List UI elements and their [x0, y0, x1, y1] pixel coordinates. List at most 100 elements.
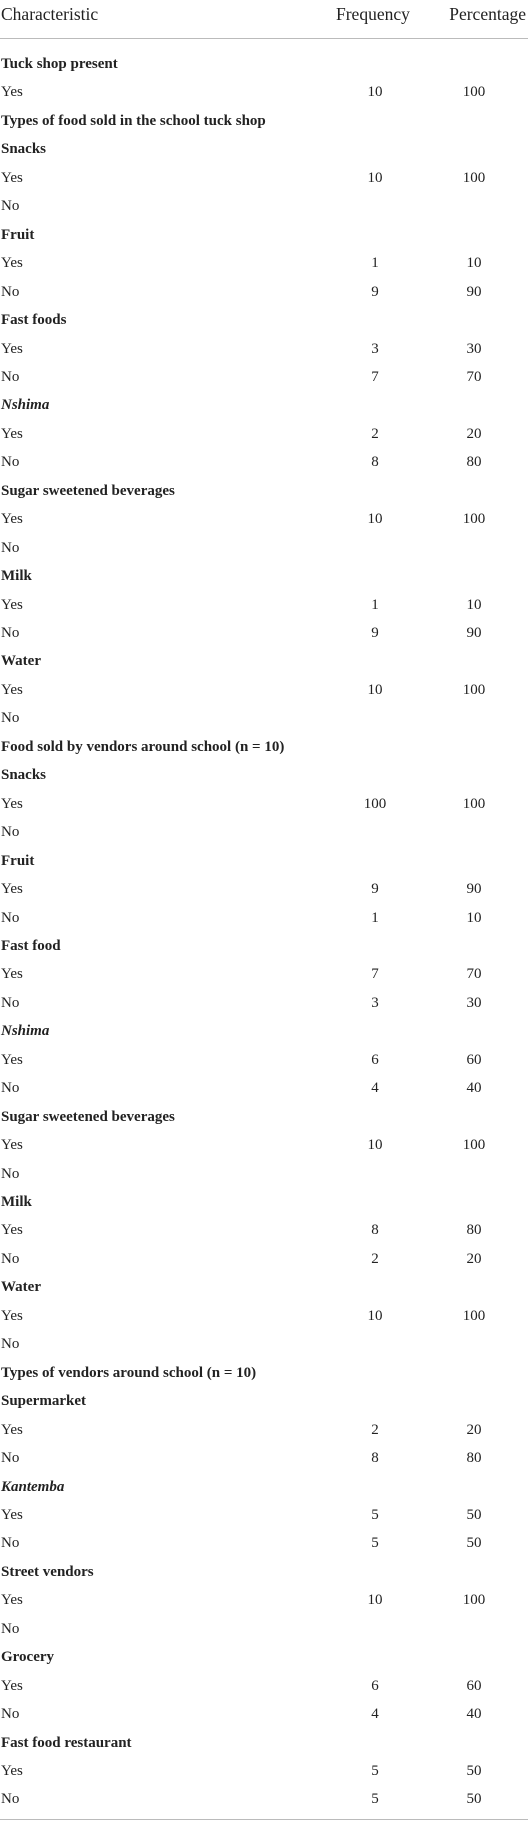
data-row: Yes 1 10 [0, 249, 528, 277]
row-label: No [1, 1165, 20, 1182]
row-label: No [1, 824, 20, 841]
row-label: No [1, 1791, 20, 1808]
section-row: Fruit [0, 847, 528, 875]
frequency-cell: 6 [371, 1051, 379, 1068]
data-row: Yes 5 50 [0, 1757, 528, 1785]
frequency-cell: 2 [371, 1421, 379, 1438]
data-row: Yes 7 70 [0, 960, 528, 988]
section-row: Fruit [0, 221, 528, 249]
section-row: Snacks [0, 135, 528, 163]
data-row: No [0, 1160, 528, 1188]
data-row: Yes 10 100 [0, 78, 528, 106]
row-label: Yes [1, 340, 23, 357]
row-heading: Fast food [1, 937, 61, 954]
row-label: Yes [1, 1222, 23, 1239]
frequency-cell: 1 [371, 596, 379, 613]
column-header: Percentage [449, 4, 526, 24]
data-row: Yes 3 30 [0, 335, 528, 363]
frequency-cell: 10 [367, 511, 383, 528]
frequency-cell: 100 [363, 795, 387, 812]
percentage-cell: 80 [466, 1222, 482, 1239]
data-row: No 9 90 [0, 619, 528, 647]
data-row: No [0, 1615, 528, 1643]
percentage-cell: 40 [466, 1080, 482, 1097]
section-row: Street vendors [0, 1558, 528, 1586]
data-row: No [0, 534, 528, 562]
bottom-rule [0, 1819, 528, 1820]
row-label: Yes [1, 596, 23, 613]
row-label: No [1, 1706, 20, 1723]
section-row: Milk [0, 1188, 528, 1216]
data-row: Yes 5 50 [0, 1501, 528, 1529]
row-label: No [1, 1535, 20, 1552]
row-label: No [1, 625, 20, 641]
frequency-cell: 8 [371, 454, 379, 471]
data-row: No 4 40 [0, 1074, 528, 1102]
section-row: Water [0, 1273, 528, 1301]
frequency-cell: 3 [371, 340, 379, 357]
percentage-cell: 80 [466, 454, 482, 471]
row-label: No [1, 539, 20, 556]
percentage-cell: 100 [462, 1307, 486, 1324]
data-row: Yes 10 100 [0, 1131, 528, 1159]
section-row: Milk [0, 562, 528, 590]
row-label: Yes [1, 1421, 23, 1438]
row-heading: Nshima [1, 397, 50, 414]
row-heading: Fast food restaurant [1, 1734, 132, 1751]
percentage-cell: 60 [466, 1677, 482, 1694]
frequency-cell: 10 [367, 681, 383, 698]
row-label: Yes [1, 1763, 23, 1779]
data-row: Yes 8 80 [0, 1216, 528, 1244]
row-label: No [1, 198, 20, 215]
section-row: Types of vendors around school (n = 10) [0, 1359, 528, 1387]
section-row: Supermarket [0, 1387, 528, 1415]
row-label: No [1, 1250, 20, 1267]
data-row: Yes 10 100 [0, 1586, 528, 1614]
row-label: Yes [1, 255, 23, 272]
data-row: No [0, 704, 528, 732]
frequency-cell: 2 [371, 425, 379, 442]
percentage-cell: 100 [462, 795, 486, 812]
data-row: Yes 10 100 [0, 1302, 528, 1330]
frequency-cell: 10 [367, 1307, 383, 1324]
percentage-cell: 30 [466, 994, 482, 1011]
data-row: Yes 10 100 [0, 164, 528, 192]
percentage-cell: 100 [462, 1137, 486, 1154]
frequency-cell: 1 [371, 255, 379, 272]
frequency-cell: 1 [371, 909, 379, 926]
section-row: Fast food restaurant [0, 1729, 528, 1757]
row-label: Yes [1, 84, 23, 101]
frequency-cell: 8 [371, 1222, 379, 1239]
percentage-cell: 50 [466, 1535, 482, 1552]
row-heading: Tuck shop present [1, 56, 118, 72]
frequency-cell: 8 [371, 1450, 379, 1467]
frequency-cell: 5 [371, 1535, 379, 1552]
percentage-cell: 100 [462, 681, 486, 698]
row-heading: Street vendors [1, 1563, 94, 1580]
percentage-cell: 10 [466, 255, 482, 272]
row-heading: Snacks [1, 141, 47, 158]
row-label: Yes [1, 1506, 23, 1523]
section-row: Nshima [0, 1017, 528, 1045]
percentage-cell: 40 [466, 1706, 482, 1723]
row-heading: Water [1, 1279, 41, 1296]
data-row: No 7 70 [0, 363, 528, 391]
row-label: No [1, 1336, 20, 1353]
frequency-cell: 3 [371, 994, 379, 1011]
section-row: Kantemba [0, 1473, 528, 1501]
row-label: No [1, 909, 20, 926]
row-heading: Fruit [1, 852, 35, 869]
data-row: No 8 80 [0, 448, 528, 476]
data-row: No 9 90 [0, 278, 528, 306]
percentage-cell: 20 [466, 1250, 482, 1267]
row-heading: Kantemba [1, 1478, 65, 1495]
row-label: Yes [1, 169, 23, 186]
data-row: Yes 10 100 [0, 505, 528, 533]
data-row: Yes 6 60 [0, 1046, 528, 1074]
frequency-cell: 5 [371, 1791, 379, 1808]
frequency-cell: 10 [367, 1137, 383, 1154]
data-row: Yes 100 100 [0, 790, 528, 818]
row-heading: Milk [1, 568, 32, 585]
frequency-cell: 9 [371, 283, 379, 300]
row-label: Yes [1, 1677, 23, 1694]
